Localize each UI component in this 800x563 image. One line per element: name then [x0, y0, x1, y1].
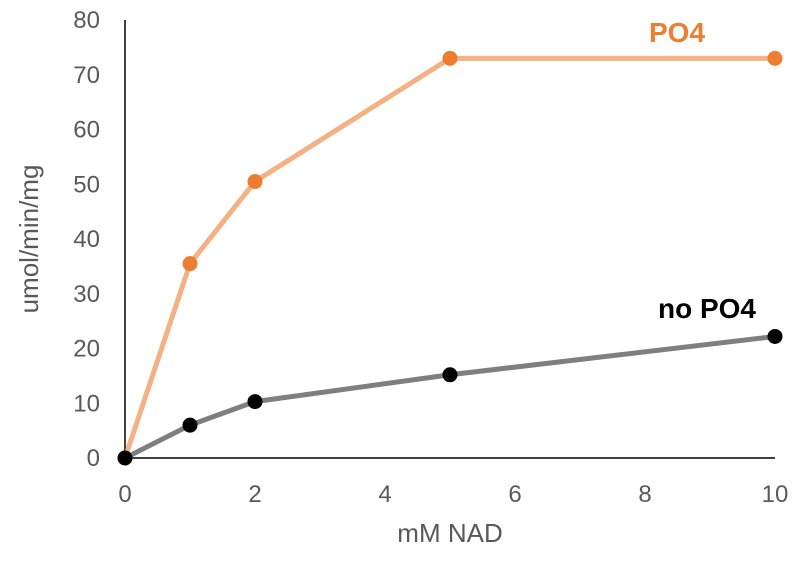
x-tick-label: 8: [638, 481, 651, 508]
y-tick-label: 10: [73, 390, 100, 417]
y-tick-label: 30: [73, 281, 100, 308]
x-axis-title: mM NAD: [397, 518, 502, 548]
x-tick-label: 2: [248, 481, 261, 508]
y-tick-label: 0: [87, 445, 100, 472]
x-tick-label: 0: [118, 481, 131, 508]
y-tick-label: 60: [73, 117, 100, 144]
series-layer: [117, 50, 783, 466]
y-tick-label: 70: [73, 62, 100, 89]
x-tick-label: 10: [762, 481, 789, 508]
data-point: [767, 328, 783, 344]
data-point: [247, 174, 263, 190]
x-tick-label: 6: [508, 481, 521, 508]
y-tick-label: 50: [73, 171, 100, 198]
y-tick-label: 40: [73, 226, 100, 253]
series-po4: [117, 50, 783, 466]
data-point: [767, 50, 783, 66]
series-label-no-po4: no PO4: [658, 293, 756, 324]
y-axis-ticks: 0 10 20 30 40 50 60 70 80: [73, 7, 100, 472]
x-tick-label: 4: [378, 481, 391, 508]
series-line: [123, 333, 776, 461]
data-point: [182, 256, 198, 272]
y-tick-label: 20: [73, 336, 100, 363]
data-point: [442, 50, 458, 66]
series-line: [122, 55, 775, 459]
data-point: [182, 417, 198, 433]
data-point: [117, 450, 133, 466]
x-axis-ticks: 0 2 4 6 8 10: [118, 481, 788, 508]
data-point: [247, 394, 263, 410]
data-point: [442, 367, 458, 383]
y-tick-label: 80: [73, 7, 100, 34]
series-label-po4: PO4: [649, 17, 705, 48]
y-axis-title: umol/min/mg: [14, 165, 44, 314]
series-no-po4: [117, 328, 783, 466]
